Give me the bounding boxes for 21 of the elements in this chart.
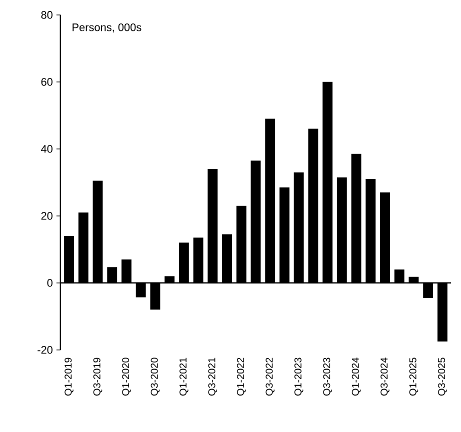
x-tick-label: Q3-2019 — [93, 358, 102, 396]
y-tick-label: 80 — [41, 10, 52, 19]
y-tick-label: 20 — [41, 212, 52, 220]
x-tick-label: Q1-2024 — [352, 357, 361, 396]
x-tick-label: Q3-2025 — [438, 358, 447, 396]
x-tick-label: Q1-2022 — [236, 358, 246, 396]
x-tick-label: Q3-2023 — [323, 358, 332, 396]
y-tick-label: 0 — [47, 278, 52, 287]
x-tick-label: Q3-2022 — [266, 358, 275, 396]
x-tick-label: Q3-2020 — [150, 358, 160, 396]
y-tick-label: -20 — [38, 346, 52, 354]
x-tick-label: Q3-2021 — [208, 358, 218, 396]
x-tick-label: Q1-2019 — [64, 358, 74, 396]
y-tick-label: 60 — [41, 78, 52, 86]
x-tick-label: Q1-2023 — [294, 358, 304, 396]
y-axis-title: Persons, 000s — [72, 23, 142, 32]
y-tick-label: 40 — [41, 144, 52, 153]
x-tick-label: Q1-2020 — [122, 358, 131, 396]
x-tick-label: Q1-2021 — [180, 358, 188, 396]
x-tick-label: Q1-2025 — [409, 358, 418, 396]
x-tick-label: Q3-2024 — [380, 357, 390, 396]
